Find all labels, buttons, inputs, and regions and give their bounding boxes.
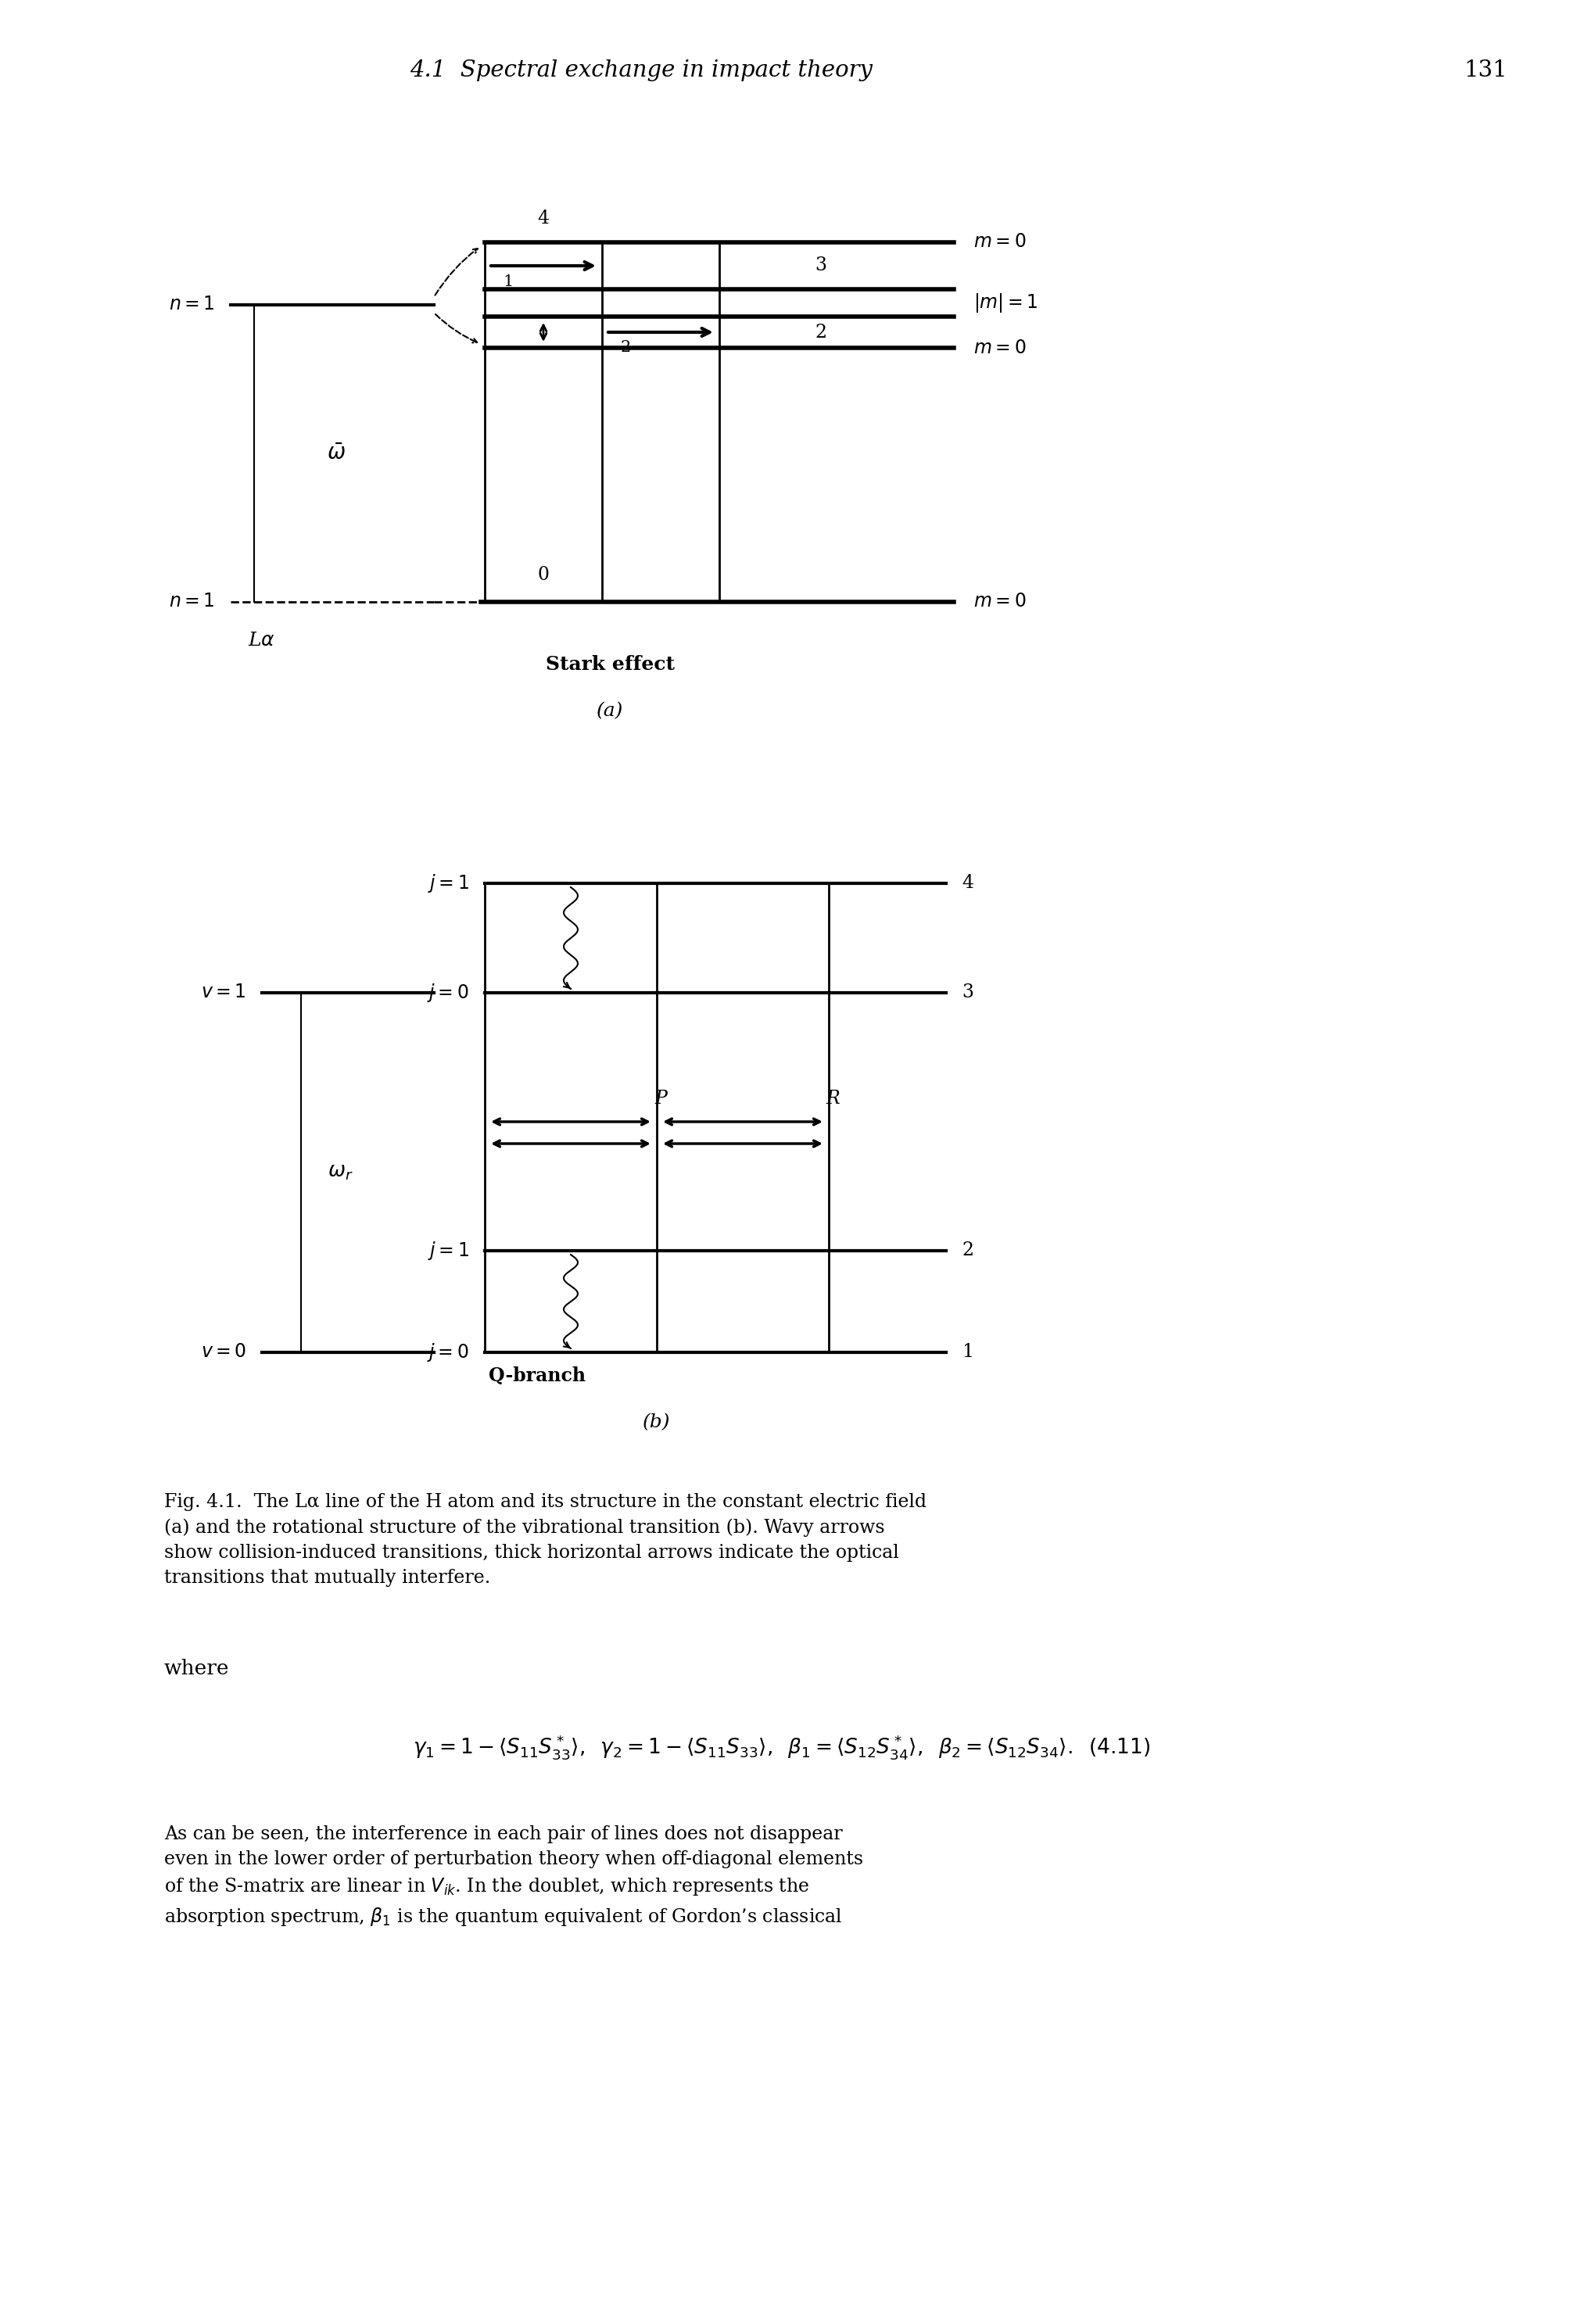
- Text: 0: 0: [538, 565, 549, 583]
- Text: Q-branch: Q-branch: [489, 1367, 585, 1385]
- Text: Fig. 4.1.  The Lα line of the H atom and its structure in the constant electric : Fig. 4.1. The Lα line of the H atom and …: [164, 1492, 927, 1587]
- Text: $m=0$: $m=0$: [973, 339, 1027, 358]
- Text: where: where: [164, 1659, 230, 1678]
- Text: $v=0$: $v=0$: [200, 1343, 246, 1362]
- Text: $n=1$: $n=1$: [169, 295, 214, 314]
- Text: 3: 3: [815, 256, 826, 274]
- Text: R: R: [826, 1090, 839, 1106]
- Text: L$\alpha$: L$\alpha$: [248, 632, 276, 651]
- Text: 4.1  Spectral exchange in impact theory: 4.1 Spectral exchange in impact theory: [410, 60, 872, 81]
- Text: $j=1$: $j=1$: [427, 872, 468, 895]
- Text: As can be seen, the interference in each pair of lines does not disappear
even i: As can be seen, the interference in each…: [164, 1824, 863, 1927]
- Text: 131: 131: [1463, 60, 1508, 81]
- Text: $j=0$: $j=0$: [427, 981, 468, 1004]
- Text: 3: 3: [962, 983, 973, 1002]
- Text: 2: 2: [620, 339, 631, 356]
- Text: $\omega_r$: $\omega_r$: [328, 1162, 353, 1183]
- Text: Stark effect: Stark effect: [546, 655, 675, 674]
- Text: $v=1$: $v=1$: [202, 983, 246, 1002]
- Text: (b): (b): [643, 1413, 670, 1432]
- Text: $n=1$: $n=1$: [169, 593, 214, 611]
- Text: $m=0$: $m=0$: [973, 232, 1027, 251]
- Text: 4: 4: [538, 209, 549, 228]
- Text: 4: 4: [962, 874, 973, 892]
- Text: $\bar{\omega}$: $\bar{\omega}$: [326, 444, 345, 465]
- Text: $j=0$: $j=0$: [427, 1341, 468, 1364]
- Text: $\gamma_1 = 1 - \langle S_{11}S^*_{33}\rangle,$$\;\;\gamma_2 = 1 - \langle S_{11: $\gamma_1 = 1 - \langle S_{11}S^*_{33}\r…: [413, 1734, 1151, 1762]
- Text: $m=0$: $m=0$: [973, 593, 1027, 611]
- Text: P: P: [654, 1090, 667, 1106]
- Text: $j=1$: $j=1$: [427, 1239, 468, 1262]
- Text: $|m|=1$: $|m|=1$: [973, 290, 1038, 314]
- Text: 1: 1: [503, 274, 514, 288]
- Text: 2: 2: [815, 323, 826, 342]
- Text: (a): (a): [596, 702, 623, 720]
- Text: 2: 2: [962, 1241, 973, 1260]
- Text: 1: 1: [962, 1343, 973, 1362]
